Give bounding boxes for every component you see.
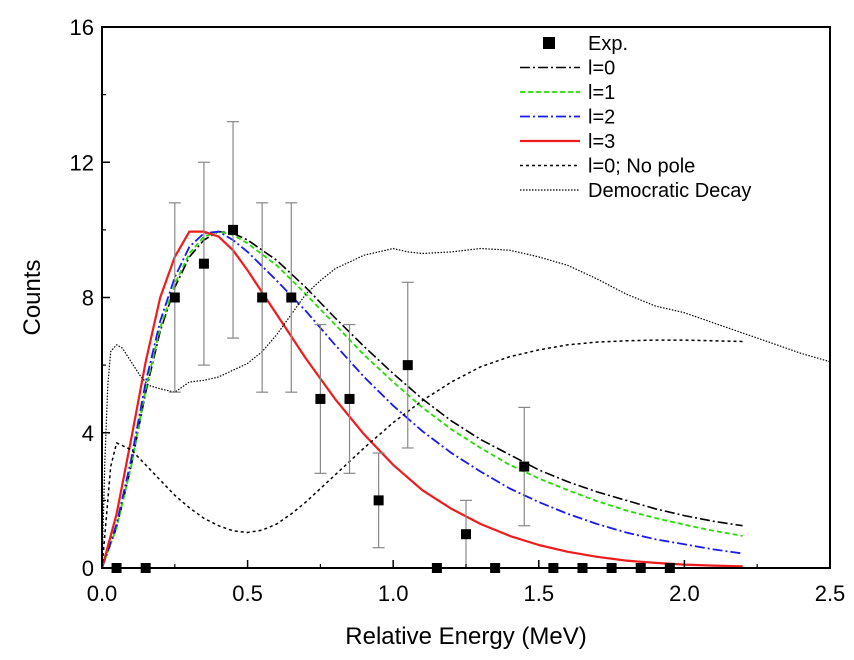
data-point — [461, 529, 471, 540]
legend-label-0: l=0 — [588, 58, 615, 80]
data-point — [344, 393, 355, 404]
data-point — [373, 495, 384, 506]
legend-label-5: Democratic Decay — [588, 180, 751, 202]
axes: 0.0 0.5 1.0 1.5 2.0 2.5 0 4 8 12 16 — [70, 15, 846, 606]
legend-label-3: l=3 — [588, 131, 615, 153]
data-point — [519, 461, 530, 472]
data-point — [286, 292, 297, 303]
data-point — [315, 393, 326, 404]
legend-label-2: l=2 — [588, 107, 615, 129]
y-tick-label: 0 — [82, 556, 94, 581]
legend-label-exp: Exp. — [588, 33, 628, 55]
legend-marker-exp — [543, 37, 555, 49]
y-tick-label: 8 — [82, 286, 94, 311]
x-tick-label: 2.5 — [815, 581, 846, 606]
y-axis-label: Counts — [19, 259, 46, 335]
y-tick-label: 16 — [70, 15, 94, 40]
plot-frame — [101, 26, 831, 569]
x-tick-label: 0.0 — [87, 581, 118, 606]
y-tick-label: 4 — [82, 421, 94, 446]
y-tick-label: 12 — [70, 150, 94, 175]
series-line-5 — [102, 247, 830, 568]
legend-label-1: l=1 — [588, 82, 615, 104]
data-point — [402, 360, 413, 371]
data-point — [169, 292, 180, 303]
data-point — [198, 258, 209, 269]
x-tick-label: 2.0 — [669, 581, 700, 606]
data-point — [257, 292, 268, 303]
x-tick-label: 0.5 — [232, 581, 263, 606]
data-point — [228, 224, 239, 235]
series-line-4 — [102, 339, 743, 568]
x-tick-label: 1.5 — [524, 581, 555, 606]
legend-label-4: l=0; No pole — [588, 156, 695, 178]
x-axis-label: Relative Energy (MeV) — [345, 623, 586, 650]
x-tick-label: 1.0 — [378, 581, 409, 606]
